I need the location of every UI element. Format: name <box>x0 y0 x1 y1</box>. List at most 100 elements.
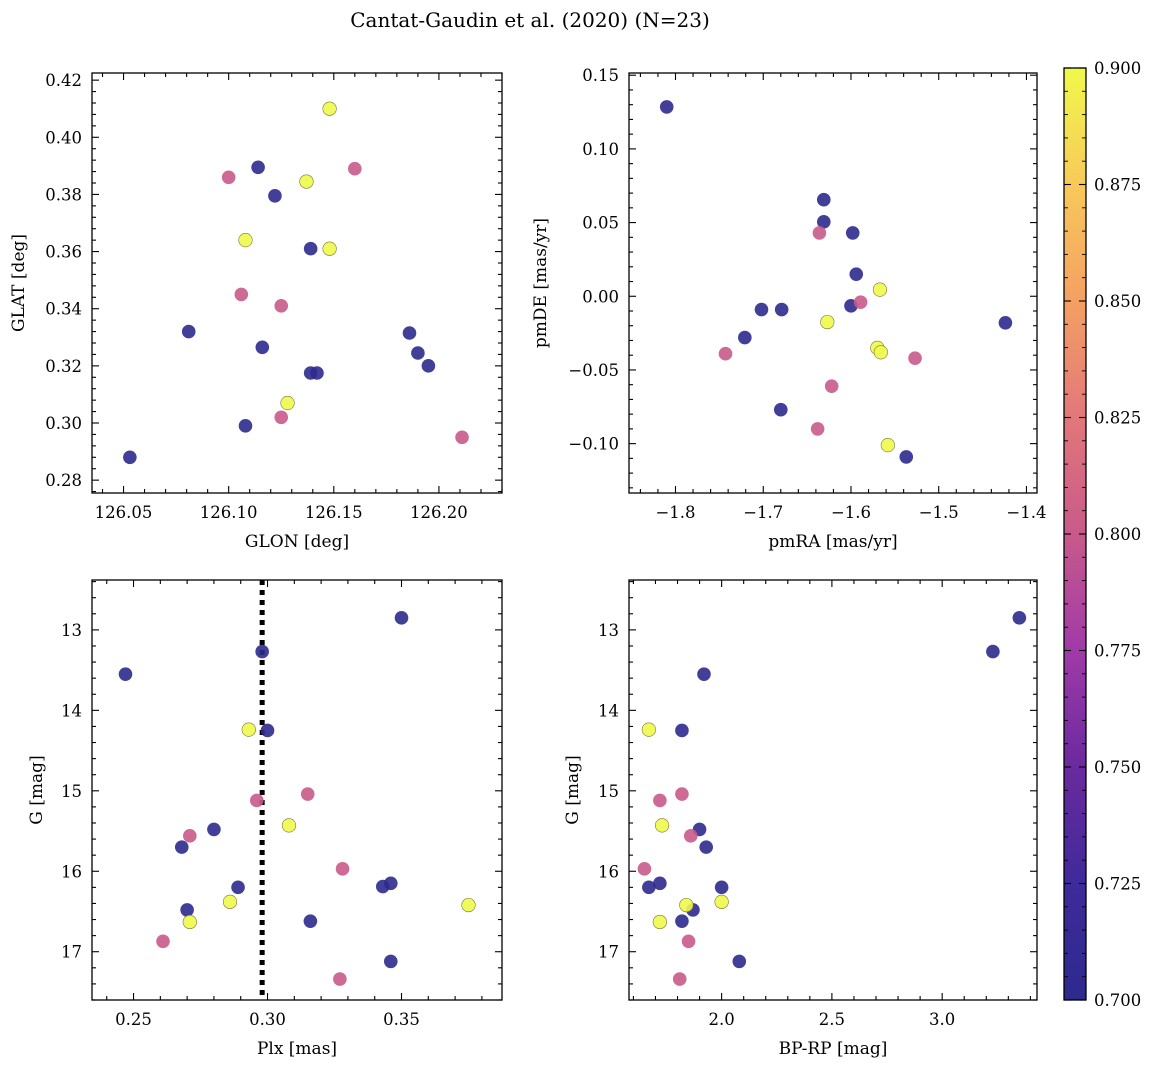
y-tick-label: 15 <box>61 782 82 801</box>
data-point <box>816 192 831 207</box>
x-tick-label: 126.20 <box>410 503 468 522</box>
data-point <box>174 840 189 854</box>
data-point <box>853 295 868 309</box>
data-point <box>238 419 253 433</box>
x-tick-label: 2.0 <box>709 1010 735 1029</box>
data-point <box>322 101 337 116</box>
points-sky <box>123 101 469 465</box>
data-point <box>274 410 289 425</box>
data-point <box>873 345 888 360</box>
x-tick-label: 126.10 <box>200 503 258 522</box>
y-tick-label: 0.36 <box>45 243 82 262</box>
points-pm <box>659 100 1013 464</box>
y-tick-label: 14 <box>61 701 82 720</box>
data-point <box>281 818 297 833</box>
ticks-cmd_plx <box>92 580 502 1001</box>
y-tick-label: 17 <box>61 943 82 962</box>
data-point <box>773 402 788 417</box>
y-tick-label: 16 <box>598 862 619 881</box>
data-point <box>322 241 337 256</box>
data-point <box>250 793 264 808</box>
data-point <box>732 954 747 969</box>
y-tick-label: 14 <box>598 701 619 720</box>
panel-cmd_plx: 0.25 0.30 0.35 13 14 15 16 17 Plx [mas] G [mag] <box>27 579 503 1059</box>
data-point <box>714 894 729 909</box>
colorbar-tick-label: 0.700 <box>1094 991 1141 1010</box>
data-point <box>333 972 347 986</box>
y-tick-label: 0.10 <box>582 140 619 159</box>
data-point <box>679 897 694 913</box>
y-tick-label: 13 <box>61 621 82 640</box>
data-point <box>899 450 914 464</box>
data-point <box>231 880 245 895</box>
data-point <box>652 914 667 930</box>
y-tick-label: 0.42 <box>45 71 82 90</box>
data-point <box>180 903 194 917</box>
data-point <box>268 189 282 203</box>
data-point <box>816 215 831 229</box>
y-tick-label: −0.10 <box>568 435 619 454</box>
data-point <box>251 160 265 175</box>
colorbar-tick-label: 0.775 <box>1094 642 1141 661</box>
data-point <box>181 324 196 339</box>
data-point <box>683 829 698 843</box>
data-point <box>274 299 289 313</box>
data-point <box>255 340 270 355</box>
panel-sky: 126.05 126.10 126.15 126.20 0.28 0.30 0.32 0.34… <box>9 71 503 552</box>
x-tick-label: 0.35 <box>383 1010 420 1029</box>
colorbar-tick-label: 0.750 <box>1094 758 1141 777</box>
data-point <box>383 954 398 969</box>
colorbar-tick-label: 0.825 <box>1094 409 1141 428</box>
y-tick-label: 16 <box>61 862 82 881</box>
data-point <box>402 326 417 340</box>
data-point <box>118 667 133 681</box>
data-point <box>675 787 689 801</box>
x-axis-label: BP-RP [mag] <box>779 1039 888 1059</box>
data-point <box>310 366 324 380</box>
points-cmd_plx <box>118 611 476 986</box>
data-point <box>774 302 789 317</box>
data-point <box>255 644 269 659</box>
y-tick-label: 13 <box>598 621 619 640</box>
data-point <box>123 450 137 465</box>
y-axis-label: GLAT [deg] <box>9 234 29 332</box>
x-tick-label: −1.8 <box>655 503 695 522</box>
colorbar-tick-label: 0.725 <box>1094 875 1141 894</box>
data-point <box>637 862 652 876</box>
data-point <box>411 346 425 360</box>
data-point <box>300 787 315 801</box>
x-tick-label: −1.6 <box>831 503 871 522</box>
data-point <box>659 100 674 114</box>
data-point <box>642 880 656 895</box>
data-point <box>718 346 733 361</box>
data-point <box>681 934 696 949</box>
data-point <box>672 972 687 986</box>
data-point <box>299 174 314 189</box>
data-point <box>653 793 667 808</box>
data-point <box>820 314 835 330</box>
data-point <box>234 287 249 302</box>
x-tick-label: −1.7 <box>743 503 783 522</box>
data-point <box>421 359 436 373</box>
y-tick-label: 0.30 <box>45 414 82 433</box>
y-tick-label: 0.15 <box>582 66 619 85</box>
data-point <box>872 282 888 297</box>
ticks-pm <box>629 73 1037 493</box>
data-point <box>653 876 667 891</box>
data-point <box>394 611 409 625</box>
data-point <box>654 818 670 833</box>
y-axis-label: G [mag] <box>27 755 47 824</box>
data-point <box>221 170 236 185</box>
y-tick-label: −0.05 <box>568 361 619 380</box>
ticks-sky <box>92 73 503 493</box>
y-tick-label: 0.38 <box>45 185 82 204</box>
y-axis-label: pmDE [mas/yr] <box>531 218 551 348</box>
data-point <box>260 723 275 738</box>
data-point <box>303 914 318 928</box>
colorbar: 0.700 0.725 0.750 0.775 0.800 0.825 0.850 0.875… <box>1063 59 1141 1010</box>
y-tick-label: 0.28 <box>45 471 82 490</box>
x-axis-label: Plx [mas] <box>257 1039 337 1059</box>
data-point <box>714 880 729 895</box>
colorbar-tick-label: 0.900 <box>1094 59 1141 78</box>
